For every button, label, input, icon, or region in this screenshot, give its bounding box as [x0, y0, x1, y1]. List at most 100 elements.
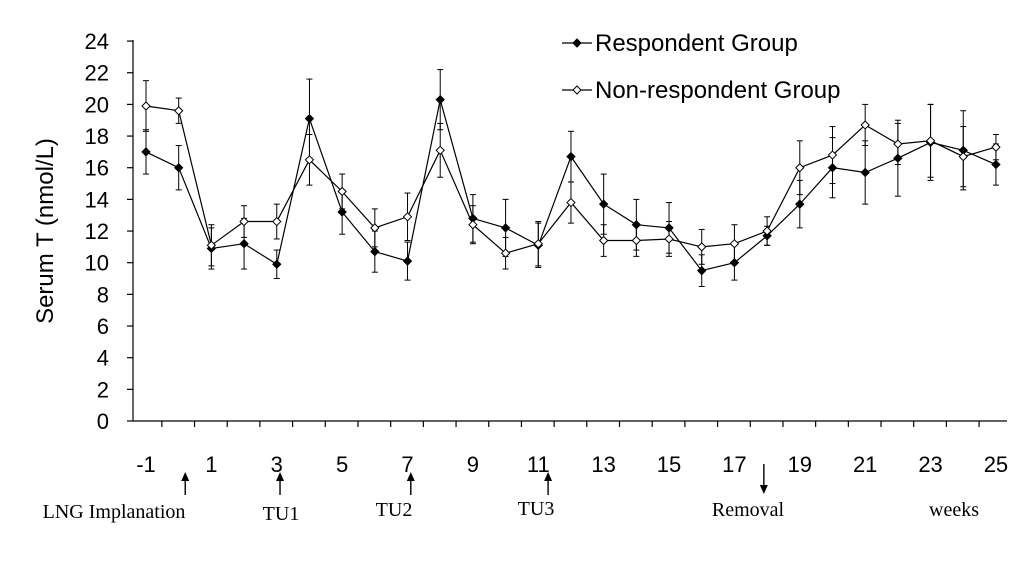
y-tick-label: 10	[85, 251, 109, 276]
data-point	[239, 238, 249, 249]
data-point	[795, 163, 805, 173]
x-tick-label: 19	[788, 452, 812, 477]
event-0	[181, 472, 190, 495]
x-tick-label: 25	[984, 452, 1008, 477]
data-point	[239, 216, 249, 227]
y-tick-label: 16	[85, 156, 109, 181]
y-tick-label: 22	[85, 61, 109, 86]
x-tick-label: 9	[467, 452, 479, 477]
data-point	[272, 259, 282, 269]
data-point	[860, 167, 870, 178]
series-1	[141, 80, 1001, 270]
data-point	[337, 186, 347, 197]
legend-label-respondent: Respondent Group	[595, 30, 798, 57]
data-point	[370, 246, 380, 257]
event-3	[544, 472, 553, 495]
data-point	[500, 248, 511, 258]
data-point	[991, 159, 1001, 170]
y-tick-label: 4	[97, 346, 109, 371]
x-tick-label: 1	[205, 452, 217, 477]
data-point	[435, 94, 445, 105]
data-point	[566, 151, 576, 162]
x-tick-label: 17	[722, 452, 746, 477]
x-tick-label: 5	[336, 452, 348, 477]
data-point	[435, 145, 445, 156]
data-point	[141, 147, 151, 157]
event-arrow-head	[759, 485, 768, 494]
event-label-2: TU2	[376, 499, 413, 521]
y-tick-label: 20	[85, 92, 109, 117]
x-tick-label: 3	[271, 452, 283, 477]
legend-item-non-respondent: Non-respondent Group	[562, 77, 840, 104]
data-point	[304, 113, 315, 124]
data-point	[958, 151, 968, 162]
event-4	[759, 464, 768, 494]
event-arrow-head	[276, 472, 285, 481]
x-tick-label: 21	[853, 452, 877, 477]
data-point	[893, 139, 903, 149]
events: LNG Implanation TU1 TU2 TU3 Removal weeks	[43, 464, 979, 525]
data-point	[402, 256, 413, 266]
y-tick-label: 18	[85, 124, 109, 149]
data-point	[370, 223, 380, 233]
x-tick-label: 23	[918, 452, 942, 477]
legend-item-respondent: Respondent Group	[562, 30, 798, 57]
y-tick-label: 2	[97, 377, 109, 402]
data-point	[598, 199, 609, 209]
y-tick-label: 0	[97, 409, 109, 434]
data-point	[173, 106, 184, 116]
data-point	[337, 207, 347, 217]
event-label-4: Removal	[712, 499, 785, 521]
x-unit-label: weeks	[929, 499, 979, 521]
data-point	[402, 212, 413, 222]
data-point	[533, 238, 543, 249]
y-tick-label: 6	[97, 314, 109, 339]
event-arrow-head	[406, 472, 415, 481]
legend-marker-respondent	[572, 38, 582, 48]
y-tick-label: 14	[85, 187, 109, 212]
x-tick-label: -1	[136, 452, 156, 477]
data-point	[827, 150, 838, 160]
data-point	[631, 235, 642, 246]
y-axis-title: Serum T (nmol/L)	[32, 138, 59, 324]
legend-label-non-respondent: Non-respondent Group	[595, 77, 840, 104]
data-point	[729, 238, 740, 249]
data-point	[762, 226, 772, 236]
data-point	[860, 120, 870, 130]
data-point	[697, 242, 707, 252]
data-point	[272, 216, 282, 227]
data-point	[795, 199, 805, 209]
data-point	[468, 220, 478, 230]
event-label-3: TU3	[518, 498, 555, 520]
x-tick-label: 7	[401, 452, 413, 477]
event-arrow-head	[181, 472, 190, 481]
x-tick-label: 13	[591, 452, 615, 477]
x-tick-label: 11	[527, 452, 550, 477]
data-point	[925, 136, 936, 146]
y-tick-label: 8	[97, 282, 109, 307]
data-point	[141, 101, 151, 111]
legend-marker-non-respondent	[572, 85, 582, 95]
legend: Respondent Group Non-respondent Group	[562, 30, 840, 104]
data-point	[304, 155, 315, 165]
series-0	[141, 69, 1001, 287]
event-arrow-head	[544, 472, 553, 481]
data-point	[500, 223, 511, 233]
data-point	[598, 235, 609, 246]
data-point	[991, 142, 1001, 152]
data-point	[697, 265, 707, 276]
data-point	[664, 234, 674, 244]
data-point	[173, 163, 184, 173]
series-layer	[141, 69, 1001, 287]
event-label-1: TU1	[263, 503, 300, 525]
data-point	[566, 197, 576, 208]
data-point	[206, 240, 217, 250]
event-2	[406, 472, 415, 495]
x-tick-label: 15	[657, 452, 681, 477]
event-1	[276, 472, 285, 495]
event-label-0: LNG Implanation	[43, 501, 186, 523]
y-tick-label: 12	[85, 219, 109, 244]
y-tick-label: 24	[85, 29, 109, 54]
